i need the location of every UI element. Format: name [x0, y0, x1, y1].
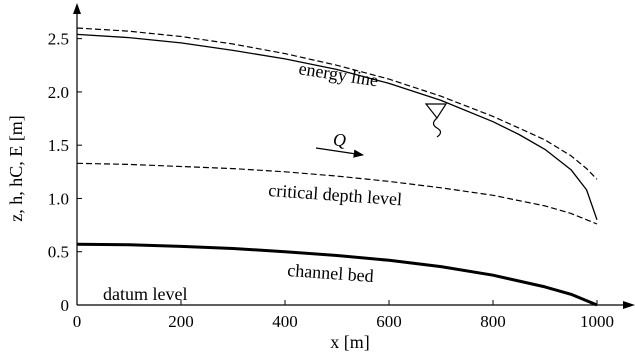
axes [73, 3, 635, 309]
energy-line-label: energy line [297, 58, 379, 90]
x-tick-label: 200 [168, 312, 194, 331]
series-channel-bed [76, 242, 598, 307]
y-tick-label: 2.5 [48, 30, 69, 49]
series-critical-depth-level [76, 162, 598, 225]
x-tick-label: 400 [272, 312, 298, 331]
x-tick-label: 800 [480, 312, 506, 331]
y-tick-label: 1.0 [48, 189, 69, 208]
y-tick-label: 0 [61, 296, 70, 315]
x-tick-label: 600 [376, 312, 402, 331]
critical-depth-label: critical depth level [268, 180, 403, 209]
channel-bed-label: channel bed [287, 260, 375, 286]
y-tick-label: 1.5 [48, 136, 69, 155]
x-tick-label: 0 [73, 312, 82, 331]
annotations: energy line critical depth level channel… [103, 58, 448, 304]
y-axis-title: z, h, hC, E [m] [6, 115, 26, 221]
x-tick-label: 1000 [580, 312, 614, 331]
flow-arrow [315, 147, 365, 158]
x-axis-title: x [m] [330, 332, 370, 352]
water-surface-symbol [424, 103, 448, 138]
series-layer [76, 27, 598, 307]
y-tick-label: 0.5 [48, 243, 69, 262]
series-energy-line [76, 27, 598, 180]
datum-level-label: datum level [103, 284, 187, 304]
flow-q-label: Q [333, 130, 346, 150]
series-water-surface [76, 33, 598, 221]
ticks: 0 200 400 600 800 1000 0 0.5 1.0 1.5 2.0 2.5 [48, 30, 614, 331]
y-axis-arrow [73, 3, 81, 14]
y-tick-label: 2.0 [48, 83, 69, 102]
x-axis-arrow [623, 301, 635, 309]
